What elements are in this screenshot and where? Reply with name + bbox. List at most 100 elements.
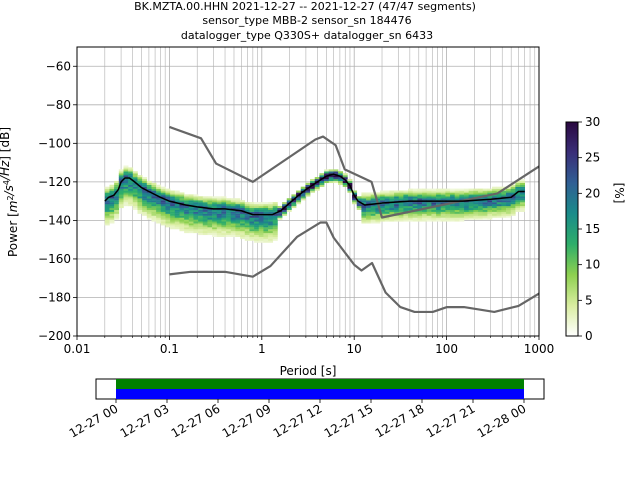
heatmap-cell	[170, 192, 176, 195]
heatmap-cell	[123, 169, 129, 172]
heatmap-cell	[520, 180, 525, 184]
heatmap-cell	[179, 204, 185, 207]
heatmap-cell	[123, 173, 129, 176]
heatmap-cell	[263, 217, 269, 220]
heatmap-cell	[459, 196, 465, 199]
heatmap-cell	[501, 192, 507, 195]
heatmap-cell	[188, 213, 194, 216]
heatmap-cell	[151, 190, 157, 193]
heatmap-cell	[403, 192, 409, 195]
heatmap-cell	[207, 211, 213, 214]
heatmap-cell	[426, 215, 432, 218]
heatmap-cell	[361, 213, 367, 216]
heatmap-cell	[426, 219, 432, 222]
heatmap-cell	[422, 211, 428, 214]
heatmap-cell	[468, 205, 474, 209]
heatmap-cell	[174, 190, 180, 193]
heatmap-cell	[226, 232, 232, 236]
heatmap-cell	[319, 178, 325, 182]
heatmap-cell	[146, 188, 152, 191]
heatmap-cell	[184, 227, 190, 230]
heatmap-cell	[146, 192, 152, 195]
heatmap-cell	[137, 178, 143, 182]
heatmap-cell	[109, 184, 115, 187]
heatmap-cell	[202, 225, 208, 228]
heatmap-cell	[510, 196, 516, 199]
heatmap-cell	[146, 196, 152, 199]
heatmap-cell	[137, 202, 143, 205]
heatmap-cell	[473, 188, 479, 191]
heatmap-cell	[454, 217, 460, 220]
heatmap-cell	[212, 217, 218, 220]
heatmap-cell	[417, 192, 423, 195]
heatmap-cell	[104, 213, 110, 216]
time-tick-label: 12-27 03	[118, 401, 172, 440]
heatmap-cell	[244, 225, 250, 228]
heatmap-cell	[118, 198, 124, 201]
heatmap-cell	[240, 232, 246, 236]
heatmap-cell	[104, 205, 110, 209]
heatmap-cell	[361, 194, 367, 197]
heatmap-cell	[170, 198, 176, 201]
heatmap-cell	[114, 204, 120, 207]
heatmap-cell	[408, 219, 414, 222]
heatmap-cell	[506, 205, 511, 209]
heatmap-cell	[380, 213, 386, 216]
heatmap-cell	[244, 219, 250, 222]
heatmap-cell	[165, 204, 171, 207]
x-tick-label: 100	[435, 342, 458, 356]
heatmap-cell	[450, 209, 456, 212]
heatmap-cell	[342, 177, 348, 180]
heatmap-cell	[230, 211, 236, 214]
heatmap-cell	[370, 215, 376, 218]
heatmap-cell	[165, 192, 171, 195]
heatmap-cell	[118, 205, 124, 209]
heatmap-cell	[254, 211, 260, 214]
heatmap-cell	[417, 198, 423, 201]
heatmap-cell	[179, 221, 185, 224]
heatmap-cell	[235, 205, 241, 209]
heatmap-cell	[132, 204, 138, 207]
heatmap-cell	[198, 219, 204, 222]
heatmap-cell	[454, 211, 460, 214]
heatmap-cell	[426, 196, 432, 199]
heatmap-cell	[179, 225, 185, 228]
heatmap-cell	[142, 200, 148, 203]
heatmap-cell	[338, 177, 344, 180]
heatmap-cell	[109, 205, 115, 209]
heatmap-cell	[431, 215, 437, 218]
heatmap-cell	[464, 192, 470, 195]
heatmap-cell	[249, 217, 255, 220]
heatmap-cell	[366, 211, 372, 214]
heatmap-cell	[258, 202, 264, 205]
heatmap-cell	[478, 217, 483, 220]
heatmap-cell	[431, 213, 437, 216]
heatmap-cell	[151, 215, 157, 218]
heatmap-cell	[431, 192, 437, 195]
heatmap-cell	[468, 211, 474, 214]
heatmap-cell	[193, 200, 199, 203]
heatmap-cell	[165, 205, 171, 209]
heatmap-cell	[384, 192, 390, 195]
heatmap-cell	[286, 207, 292, 211]
heatmap-cell	[160, 217, 166, 220]
heatmap-cell	[263, 209, 269, 212]
heatmap-cell	[188, 204, 194, 207]
heatmap-cell	[216, 205, 222, 209]
heatmap-cell	[431, 211, 437, 214]
heatmap-cell	[132, 205, 138, 209]
heatmap-cell	[426, 198, 432, 201]
heatmap-cell	[440, 207, 446, 211]
heatmap-cell	[221, 200, 227, 203]
heatmap-cell	[436, 196, 442, 199]
heatmap-cell	[436, 215, 442, 218]
heatmap-cell	[179, 194, 185, 197]
heatmap-cell	[398, 217, 404, 220]
heatmap-cell	[496, 194, 502, 197]
heatmap-cell	[118, 202, 124, 205]
heatmap-cell	[370, 211, 376, 214]
heatmap-cell	[394, 202, 400, 205]
heatmap-cell	[375, 198, 381, 201]
heatmap-cell	[184, 202, 190, 205]
heatmap-cell	[263, 225, 269, 228]
